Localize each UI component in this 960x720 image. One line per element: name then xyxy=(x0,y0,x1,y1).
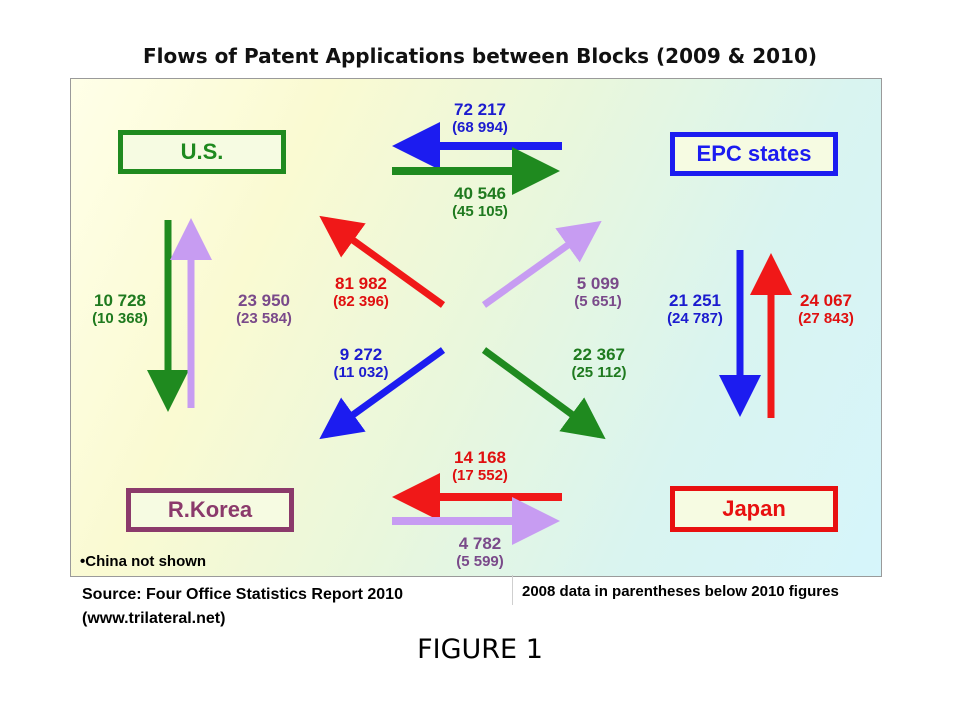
label-japan-to-epc: 24 067 (27 843) xyxy=(785,292,867,328)
block-japan: Japan xyxy=(670,486,838,532)
label-korea-to-us: 23 950 (23 584) xyxy=(221,292,307,328)
label-japan-to-korea: 14 168 (17 552) xyxy=(430,449,530,485)
label-japan-to-us: 81 982 (82 396) xyxy=(316,275,406,311)
divider xyxy=(512,575,513,605)
label-epc-to-us: 72 217 (68 994) xyxy=(430,101,530,137)
flow-value: 9 272 xyxy=(318,346,404,364)
flow-prior: (10 368) xyxy=(80,310,160,328)
label-us-to-japan: 22 367 (25 112) xyxy=(554,346,644,382)
source-note: Source: Four Office Statistics Report 20… xyxy=(82,583,403,631)
flow-value: 4 782 xyxy=(430,535,530,553)
flow-value: 21 251 xyxy=(655,292,735,310)
flow-value: 72 217 xyxy=(430,101,530,119)
flow-value: 40 546 xyxy=(430,185,530,203)
label-korea-to-epc: 5 099 (5 651) xyxy=(558,275,638,311)
figure-label: FIGURE 1 xyxy=(0,634,960,665)
flow-prior: (25 112) xyxy=(554,364,644,382)
flow-prior: (27 843) xyxy=(785,310,867,328)
label-epc-to-japan: 21 251 (24 787) xyxy=(655,292,735,328)
flow-value: 22 367 xyxy=(554,346,644,364)
flow-value: 10 728 xyxy=(80,292,160,310)
flow-prior: (5 599) xyxy=(430,553,530,571)
source-line-2: (www.trilateral.net) xyxy=(82,607,403,631)
flow-prior: (11 032) xyxy=(318,364,404,382)
flow-value: 5 099 xyxy=(558,275,638,293)
block-epc-states: EPC states xyxy=(670,132,838,176)
block-korea: R.Korea xyxy=(126,488,294,532)
flow-prior: (68 994) xyxy=(430,119,530,137)
flow-prior: (23 584) xyxy=(221,310,307,328)
parentheses-note: 2008 data in parentheses below 2010 figu… xyxy=(522,583,839,600)
flow-prior: (5 651) xyxy=(558,293,638,311)
flow-value: 81 982 xyxy=(316,275,406,293)
label-us-to-korea: 10 728 (10 368) xyxy=(80,292,160,328)
flow-prior: (82 396) xyxy=(316,293,406,311)
flow-prior: (24 787) xyxy=(655,310,735,328)
china-note: •China not shown xyxy=(80,553,206,570)
flow-prior: (45 105) xyxy=(430,203,530,221)
flow-prior: (17 552) xyxy=(430,467,530,485)
block-us: U.S. xyxy=(118,130,286,174)
flow-value: 14 168 xyxy=(430,449,530,467)
flow-value: 23 950 xyxy=(221,292,307,310)
label-korea-to-japan: 4 782 (5 599) xyxy=(430,535,530,571)
flow-value: 24 067 xyxy=(785,292,867,310)
source-line-1: Source: Four Office Statistics Report 20… xyxy=(82,583,403,607)
label-epc-to-korea: 9 272 (11 032) xyxy=(318,346,404,382)
label-us-to-epc: 40 546 (45 105) xyxy=(430,185,530,221)
